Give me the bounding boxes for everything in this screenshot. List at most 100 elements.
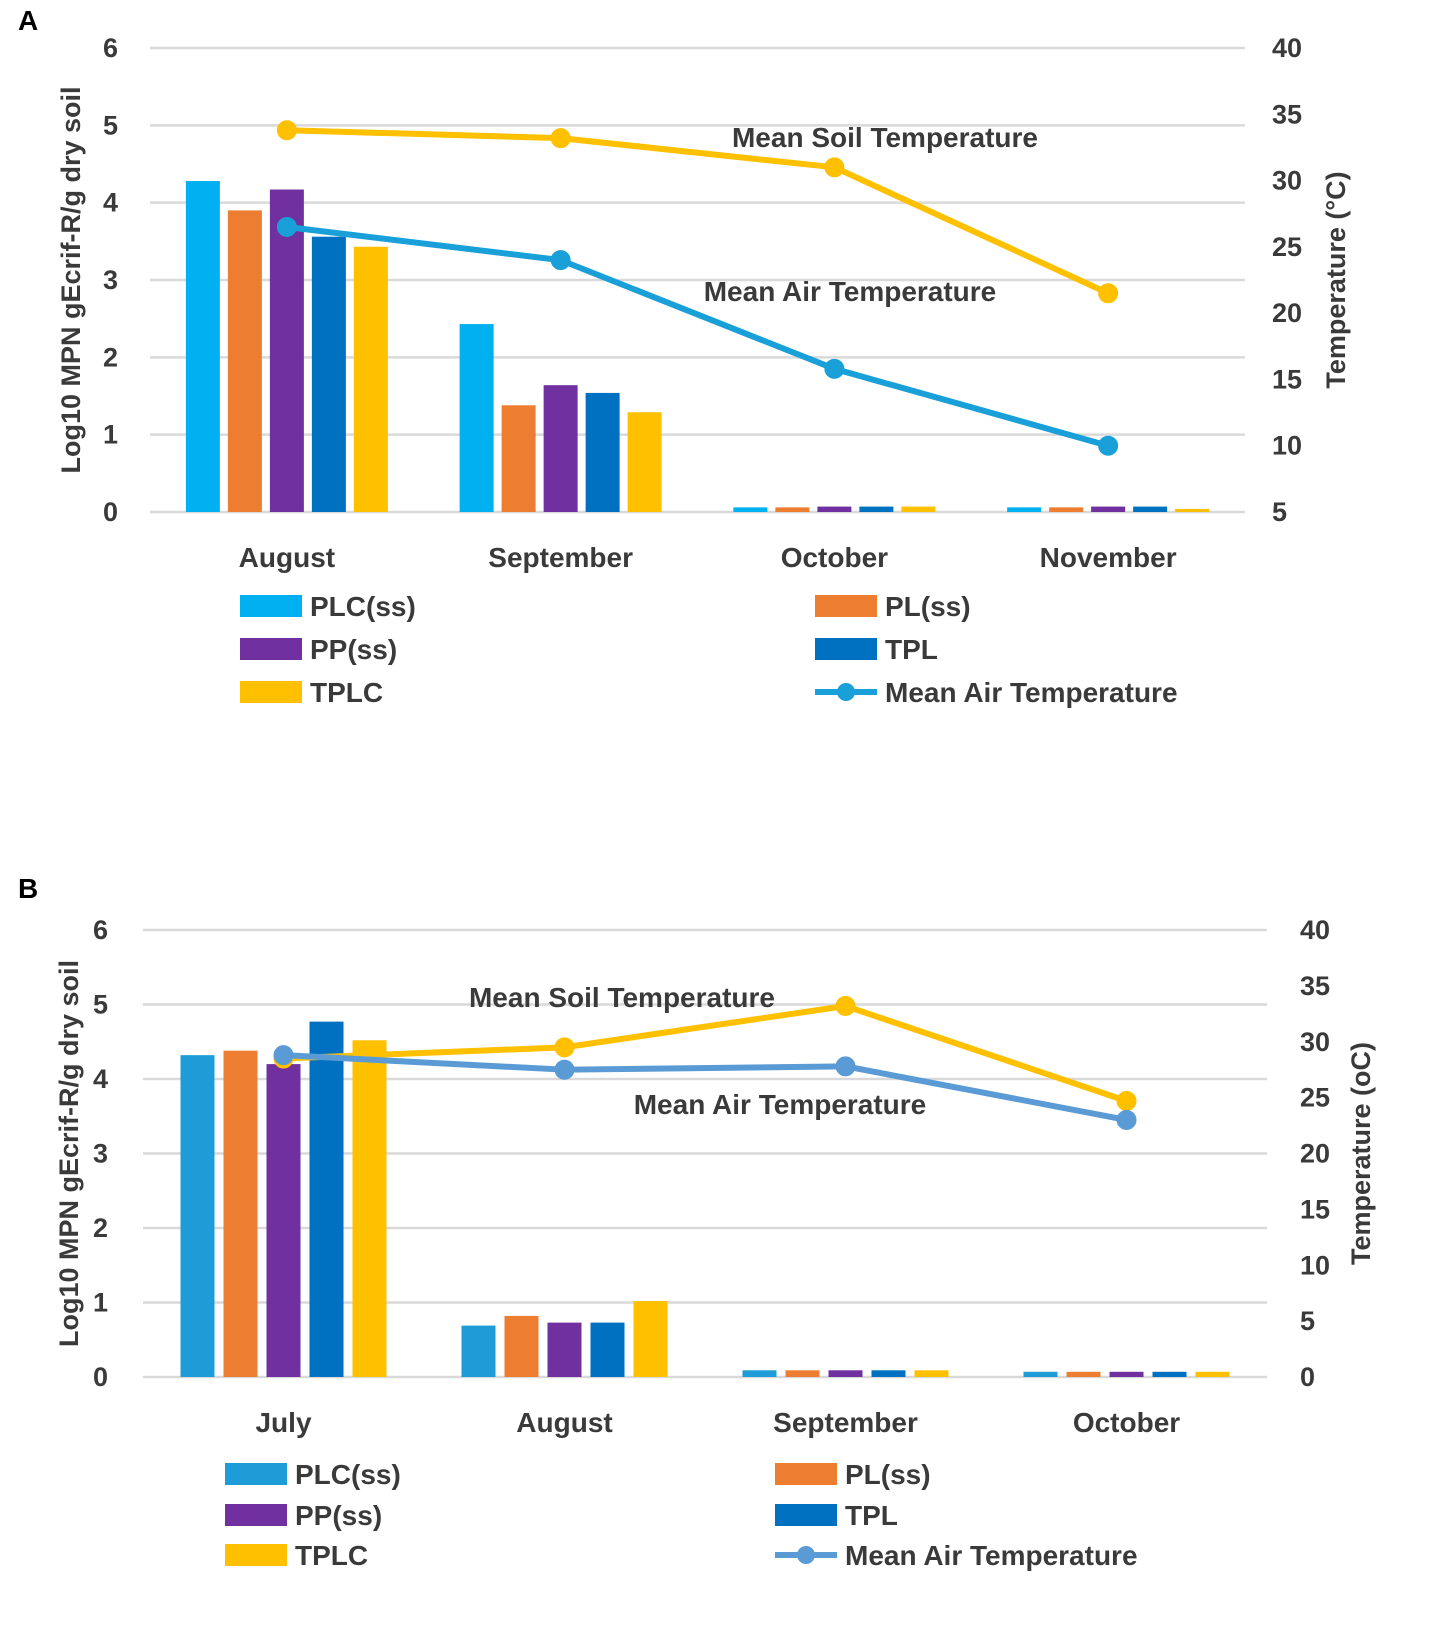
legend-label: PL(ss): [885, 591, 971, 622]
line-annotation: Mean Air Temperature: [634, 1089, 927, 1120]
x-category-label: September: [773, 1407, 918, 1438]
bar-pl-ss-july: [223, 1050, 258, 1377]
x-category-label: August: [239, 542, 335, 573]
legend-label: TPLC: [295, 1540, 368, 1571]
legend-swatch: [775, 1504, 837, 1526]
mean-air-temperature-point: [1116, 1109, 1137, 1130]
bar-tplc-july: [352, 1040, 387, 1377]
mean-air-temperature-line: [286, 223, 1109, 449]
legend-swatch: [240, 595, 302, 617]
legend-label: PP(ss): [310, 634, 397, 665]
y-tick-label: 2: [103, 342, 118, 372]
x-category-label: July: [255, 1407, 311, 1438]
y2-tick-label: 5: [1272, 497, 1287, 527]
legend-item: PL(ss): [815, 591, 971, 622]
y2-tick-label: 30: [1272, 166, 1302, 196]
chart-panel-b: B 0 1 2 3 4 5 6 0 5 10 15 20 25 30 35 40 Log10 MPN gEcrif…: [18, 873, 1376, 1571]
bar-tpl-august: [590, 1322, 625, 1377]
bar-pl-ss-august: [504, 1315, 539, 1377]
mean-air-temperature-point: [554, 1059, 575, 1080]
bar-pl-ss-september: [785, 1370, 820, 1377]
bar-pl-ss-august: [227, 210, 262, 512]
bar-plc-ss-september: [459, 324, 494, 512]
y-tick-label: 5: [93, 990, 108, 1020]
legend-label: TPL: [845, 1500, 898, 1531]
legend-label: PLC(ss): [295, 1459, 401, 1490]
legend-item: Mean Air Temperature: [815, 677, 1178, 708]
chart-panel-a: A 0 1 2 3 4 5 6 5 10 15 20 25 30 35 40 Log10 MPN gEcrif-…: [18, 5, 1351, 708]
bar-pp-ss-july: [266, 1064, 301, 1377]
line-annotation: Mean Soil Temperature: [732, 122, 1038, 153]
y2-axis-title: Temperature (°C): [1321, 171, 1351, 388]
mean-soil-temperature-line: [286, 127, 1110, 296]
y2-tick-label: 35: [1272, 99, 1302, 129]
mean-soil-temperature-point: [550, 128, 571, 149]
y2-tick-label: 30: [1300, 1027, 1330, 1057]
bar-tplc-november: [1175, 508, 1210, 512]
bar-plc-ss-october: [1023, 1371, 1058, 1377]
x-category-label: October: [781, 542, 888, 573]
bar-pp-ss-september: [543, 385, 578, 512]
legend-swatch: [240, 681, 302, 703]
mean-soil-temperature-point: [276, 120, 297, 141]
mean-air-temperature-point: [835, 1056, 856, 1077]
y-tick-label: 2: [93, 1213, 108, 1243]
y2-axis-title: Temperature (oC): [1346, 1042, 1376, 1265]
y2-tick-label: 0: [1300, 1362, 1315, 1392]
y2-tick-label: 15: [1272, 364, 1302, 394]
legend-item: PLC(ss): [240, 591, 416, 622]
x-category-label: September: [488, 542, 633, 573]
legend-label: PLC(ss): [310, 591, 416, 622]
y2-tick-label: 10: [1272, 431, 1302, 461]
y-tick-label: 4: [103, 188, 118, 218]
legend-marker: [837, 683, 855, 701]
legend-swatch: [815, 638, 877, 660]
bar-tpl-september: [871, 1370, 906, 1377]
legend: PLC(ss) PL(ss) PP(ss) TPL TPLC Mean Air Tempe…: [240, 591, 1178, 708]
bar-tpl-october: [1152, 1371, 1187, 1377]
bar-plc-ss-november: [1007, 507, 1042, 512]
bar-tplc-october: [1195, 1371, 1230, 1377]
bar-plc-ss-august: [461, 1325, 496, 1377]
y-tick-label: 4: [93, 1064, 108, 1094]
bar-tpl-august: [311, 236, 346, 512]
y-tick-label: 0: [103, 497, 118, 527]
legend-item: Mean Air Temperature: [775, 1540, 1138, 1571]
legend-item: PP(ss): [240, 634, 397, 665]
y2-tick-label: 25: [1272, 232, 1302, 262]
y2-tick-label: 35: [1300, 971, 1330, 1001]
bar-pp-ss-november: [1091, 506, 1126, 512]
legend-swatch: [775, 1463, 837, 1485]
y-tick-label: 3: [103, 265, 118, 295]
y-tick-label: 1: [93, 1288, 108, 1318]
y-tick-label: 1: [103, 420, 118, 450]
legend-label: TPL: [885, 634, 938, 665]
bar-pp-ss-october: [1109, 1371, 1144, 1377]
y2-tick-label: 20: [1272, 298, 1302, 328]
y2-tick-label: 10: [1300, 1250, 1330, 1280]
bar-pl-ss-november: [1049, 507, 1084, 512]
y2-tick-label: 20: [1300, 1139, 1330, 1169]
legend-item: TPL: [815, 634, 938, 665]
bar-tplc-october: [901, 506, 936, 512]
mean-air-temperature-point: [1098, 435, 1119, 456]
mean-soil-temperature-point: [1098, 283, 1119, 304]
mean-air-temperature-point: [824, 358, 845, 379]
y2-tick-label: 15: [1300, 1194, 1330, 1224]
legend-label: Mean Air Temperature: [885, 677, 1178, 708]
bar-plc-ss-august: [185, 181, 220, 512]
mean-soil-temperature-point: [1116, 1090, 1137, 1111]
legend-item: TPLC: [240, 677, 383, 708]
legend-label: Mean Air Temperature: [845, 1540, 1138, 1571]
panel-label: A: [18, 5, 38, 36]
bar-pp-ss-september: [828, 1370, 863, 1377]
mean-soil-temperature-point: [554, 1037, 575, 1058]
x-category-label: November: [1040, 542, 1177, 573]
legend-swatch: [225, 1504, 287, 1526]
x-category-label: October: [1073, 1407, 1180, 1438]
legend-swatch: [240, 638, 302, 660]
y-tick-label: 5: [103, 110, 118, 140]
bar-pl-ss-october: [775, 507, 810, 512]
y-tick-label: 6: [103, 33, 118, 63]
